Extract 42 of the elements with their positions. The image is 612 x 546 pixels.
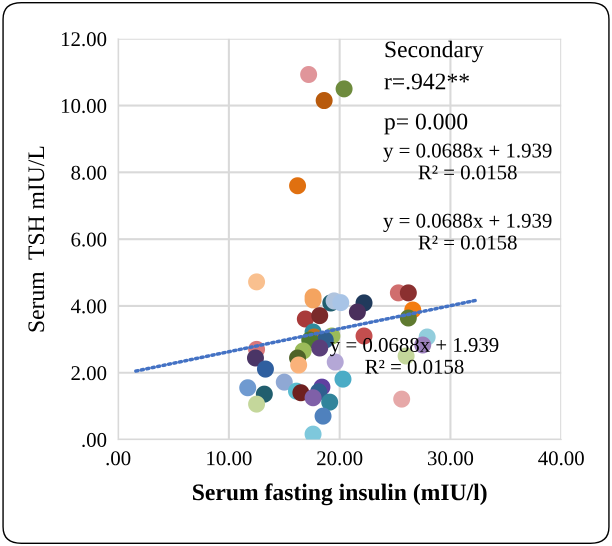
annotation: p= 0.000	[384, 114, 468, 134]
y-tick-label: 6.00	[71, 232, 106, 247]
point	[304, 389, 322, 406]
y-tick-label: 2.00	[71, 366, 106, 380]
point	[300, 66, 318, 84]
annotation: Secondary	[386, 40, 484, 62]
y-tick-label: 10.00	[62, 98, 106, 114]
point	[296, 310, 314, 328]
x-tick-label: .00	[106, 451, 130, 466]
x-tick-label: 30.00	[428, 451, 474, 466]
x-tick-label: 20.00	[317, 451, 362, 466]
x-tick-label: 10.00	[207, 451, 252, 466]
y-tick-label: 12.00	[62, 32, 106, 46]
point	[276, 374, 293, 391]
point	[393, 390, 410, 408]
point	[246, 350, 264, 367]
point	[316, 92, 333, 110]
x-tick-label: 40.00	[538, 451, 584, 466]
point	[311, 307, 328, 324]
y-tick-label: .00	[82, 432, 106, 448]
point	[248, 396, 266, 413]
point	[290, 356, 308, 374]
point	[311, 340, 328, 357]
point	[248, 273, 266, 290]
point	[314, 408, 332, 425]
y-tick-label: 8.00	[71, 166, 106, 180]
x-axis-title: Serum fasting insulin (mIU/l)	[193, 483, 487, 506]
point	[256, 360, 274, 378]
point	[289, 177, 306, 194]
point	[332, 294, 350, 312]
annotation: r=.942**	[384, 74, 469, 90]
point	[336, 80, 353, 98]
point	[321, 394, 338, 411]
annotation: y = 0.0688x + 1.939 R² = 0.0158	[383, 144, 552, 180]
point	[239, 379, 256, 396]
point	[348, 303, 366, 320]
y-axis-title: Serum TSH mIU/L	[28, 146, 44, 332]
annotation: y = 0.0688x + 1.939 R² = 0.0158	[330, 338, 498, 374]
point	[334, 370, 352, 388]
annotation: y = 0.0688x + 1.939 R² = 0.0158	[383, 214, 552, 250]
point	[400, 284, 417, 302]
y-tick-label: 4.00	[70, 299, 106, 314]
